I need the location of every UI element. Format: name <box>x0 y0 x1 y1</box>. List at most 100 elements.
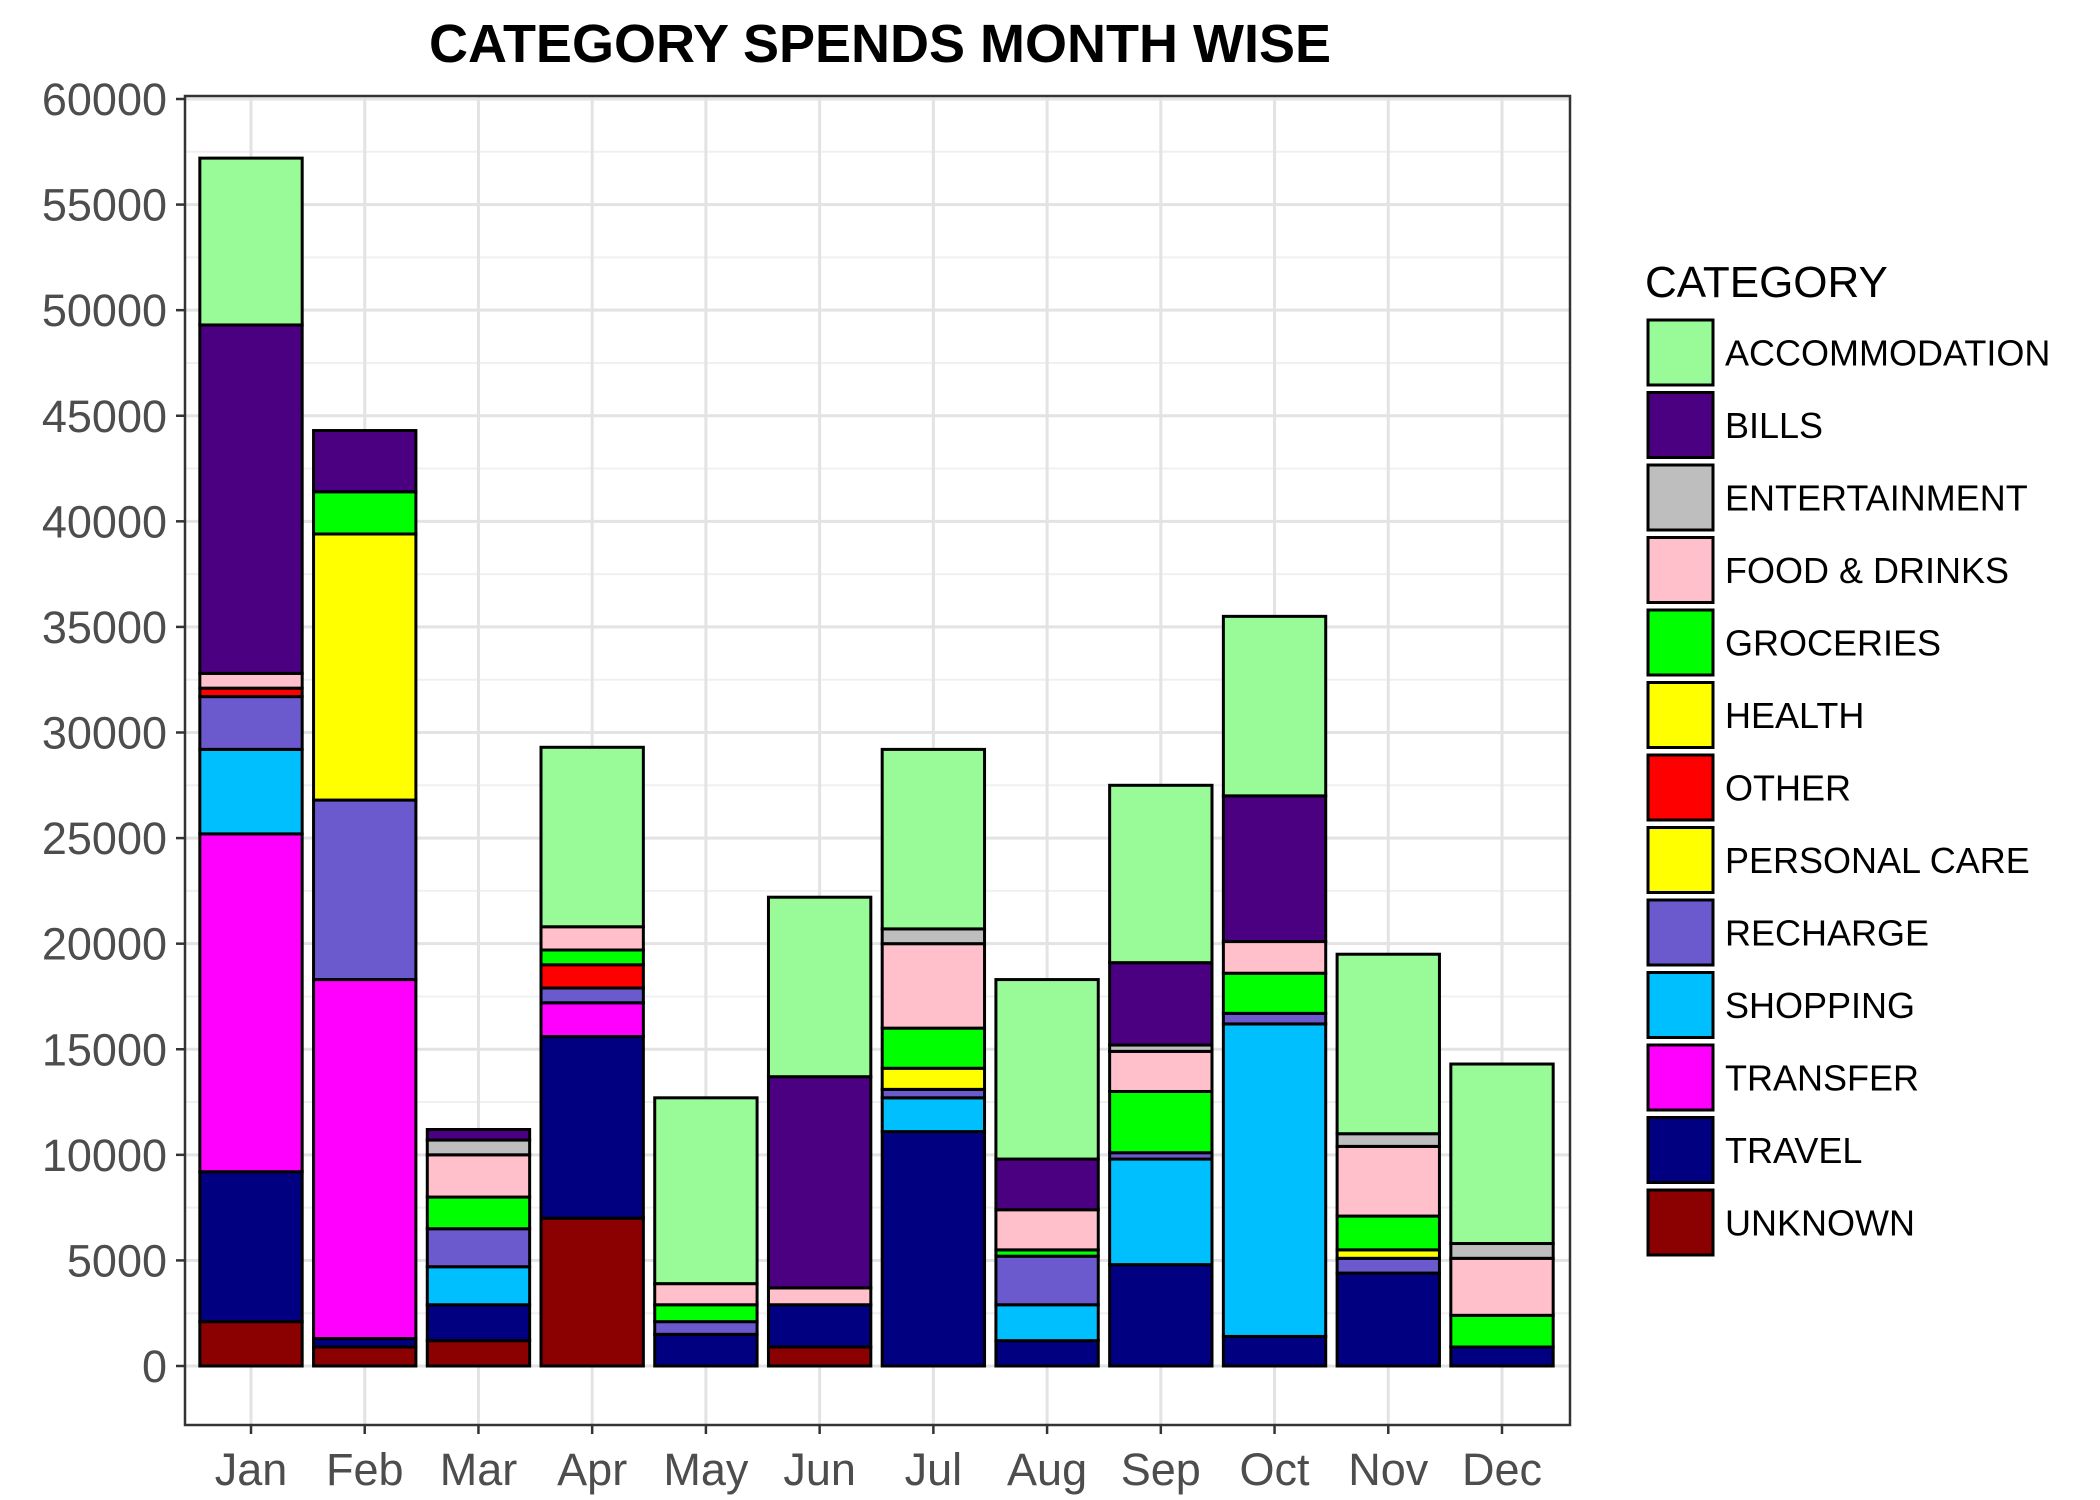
bar-segment-may-accommodation <box>653 1096 759 1286</box>
bar-segment-mar-entertainment <box>425 1138 532 1157</box>
x-tick-label-jan: Jan <box>215 1444 288 1495</box>
bar-segment-aug-food-and-drinks <box>994 1208 1100 1252</box>
legend-swatch-groceries <box>1646 608 1715 677</box>
chart-title: CATEGORY SPENDS MONTH WISE <box>429 14 1331 74</box>
bar-segment-mar-shopping <box>425 1265 532 1307</box>
legend-title: CATEGORY <box>1645 258 1888 307</box>
bar-segment-feb-recharge <box>312 798 418 982</box>
plot-border <box>183 94 1572 1427</box>
bar-segment-aug-recharge <box>994 1254 1100 1307</box>
x-tick-label-jul: Jul <box>905 1444 963 1495</box>
bar-segment-apr-groceries <box>539 948 645 967</box>
axes: 0 5000 10000 15000 20000 25000 30000 35000 40000… <box>42 74 1572 1495</box>
bar-stack-feb <box>312 429 418 1368</box>
legend-item-unknown: UNKNOWN <box>1646 1188 1915 1257</box>
bar-segment-jul-personal-care <box>880 1066 987 1091</box>
bar-segment-nov-recharge <box>1335 1256 1441 1275</box>
bar-segment-nov-groceries <box>1335 1214 1441 1252</box>
legend-swatch-shopping <box>1646 971 1715 1039</box>
legend-label-bills: BILLS <box>1725 405 1823 446</box>
legend-swatch-food-and-drinks <box>1646 536 1715 604</box>
bar-segment-jan-shopping <box>198 747 304 836</box>
bar-stack-jan <box>198 156 304 1368</box>
bar-segment-sep-travel <box>1108 1263 1214 1368</box>
bar-segment-jan-unknown <box>198 1320 304 1368</box>
bar-segment-mar-bills <box>425 1127 532 1142</box>
y-tick-label: 5000 <box>67 1235 167 1286</box>
bar-stack-jun <box>766 895 873 1368</box>
bar-segment-jul-food-and-drinks <box>880 942 987 1030</box>
bar-segment-dec-travel <box>1449 1345 1555 1368</box>
y-tick-label: 50000 <box>42 285 167 336</box>
bar-segment-nov-accommodation <box>1335 952 1441 1136</box>
y-tick-label: 10000 <box>42 1130 167 1181</box>
bar-stack-mar <box>425 1127 532 1368</box>
bar-segment-oct-accommodation <box>1221 614 1328 798</box>
bar-segment-jan-accommodation <box>198 156 304 327</box>
bar-segment-oct-food-and-drinks <box>1221 940 1328 975</box>
bar-stack-may <box>653 1096 759 1368</box>
bar-segment-aug-bills <box>994 1157 1100 1212</box>
legend-item-bills: BILLS <box>1646 391 1823 459</box>
legend-item-food-and-drinks: FOOD & DRINKS <box>1646 536 2009 604</box>
bar-segment-mar-travel <box>425 1303 532 1343</box>
bar-segment-nov-entertainment <box>1335 1132 1441 1148</box>
bar-segment-jul-shopping <box>880 1096 987 1134</box>
bar-segment-oct-shopping <box>1221 1022 1328 1338</box>
y-tick-label: 45000 <box>42 391 167 442</box>
legend-label-unknown: UNKNOWN <box>1725 1203 1915 1244</box>
bar-segment-feb-health <box>312 532 418 802</box>
bar-segment-sep-food-and-drinks <box>1108 1049 1214 1093</box>
bar-segment-mar-recharge <box>425 1227 532 1269</box>
bar-segment-jul-travel <box>880 1130 987 1368</box>
bar-stacks <box>198 156 1555 1368</box>
bar-segment-jul-groceries <box>880 1026 987 1070</box>
legend-swatch-accommodation <box>1646 318 1715 387</box>
x-tick-label-jun: Jun <box>783 1444 856 1495</box>
bar-segment-feb-unknown <box>312 1345 418 1368</box>
legend-item-accommodation: ACCOMMODATION <box>1646 318 2050 387</box>
bar-segment-jun-bills <box>766 1075 873 1290</box>
y-tick-label: 35000 <box>42 602 167 653</box>
legend-label-food-and-drinks: FOOD & DRINKS <box>1725 550 2009 591</box>
bar-segment-sep-accommodation <box>1108 783 1214 965</box>
bar-segment-jan-food-and-drinks <box>198 671 304 690</box>
y-tick-label: 20000 <box>42 919 167 970</box>
bar-segment-feb-groceries <box>312 490 418 536</box>
legend-swatch-personal-care <box>1646 826 1715 894</box>
bar-segment-feb-transfer <box>312 978 418 1341</box>
bar-segment-apr-unknown <box>539 1216 645 1368</box>
bar-stack-jul <box>880 747 987 1368</box>
bar-segment-jul-entertainment <box>880 927 987 946</box>
bar-segment-dec-groceries <box>1449 1313 1555 1349</box>
bar-segment-nov-travel <box>1335 1271 1441 1368</box>
legend-swatch-travel <box>1646 1116 1715 1184</box>
bar-segment-jun-accommodation <box>766 895 873 1079</box>
legend-swatch-recharge <box>1646 898 1715 967</box>
y-tick-label: 55000 <box>42 180 167 231</box>
bar-segment-aug-accommodation <box>994 978 1100 1161</box>
bar-segment-oct-travel <box>1221 1334 1328 1368</box>
legend-swatch-other <box>1646 753 1715 822</box>
bar-segment-aug-travel <box>994 1339 1100 1368</box>
y-tick-label: 60000 <box>42 74 167 125</box>
x-tick-label-may: May <box>663 1444 749 1495</box>
bar-segment-apr-transfer <box>539 1001 645 1039</box>
x-tick-label-mar: Mar <box>440 1444 518 1495</box>
bar-segment-mar-food-and-drinks <box>425 1153 532 1199</box>
legend-label-health: HEALTH <box>1725 695 1864 736</box>
legend-item-personal-care: PERSONAL CARE <box>1646 826 2030 894</box>
x-tick-label-apr: Apr <box>557 1444 627 1495</box>
bar-segment-may-groceries <box>653 1303 759 1324</box>
bar-segment-jun-food-and-drinks <box>766 1286 873 1307</box>
legend-swatch-health <box>1646 681 1715 749</box>
y-tick-label: 30000 <box>42 708 167 759</box>
legend-label-shopping: SHOPPING <box>1725 985 1915 1026</box>
legend-label-groceries: GROCERIES <box>1725 623 1941 664</box>
legend-item-shopping: SHOPPING <box>1646 971 1915 1039</box>
bar-segment-jun-travel <box>766 1303 873 1349</box>
y-tick-label: 15000 <box>42 1024 167 1075</box>
bar-segment-oct-groceries <box>1221 971 1328 1015</box>
bar-segment-jun-unknown <box>766 1345 873 1368</box>
